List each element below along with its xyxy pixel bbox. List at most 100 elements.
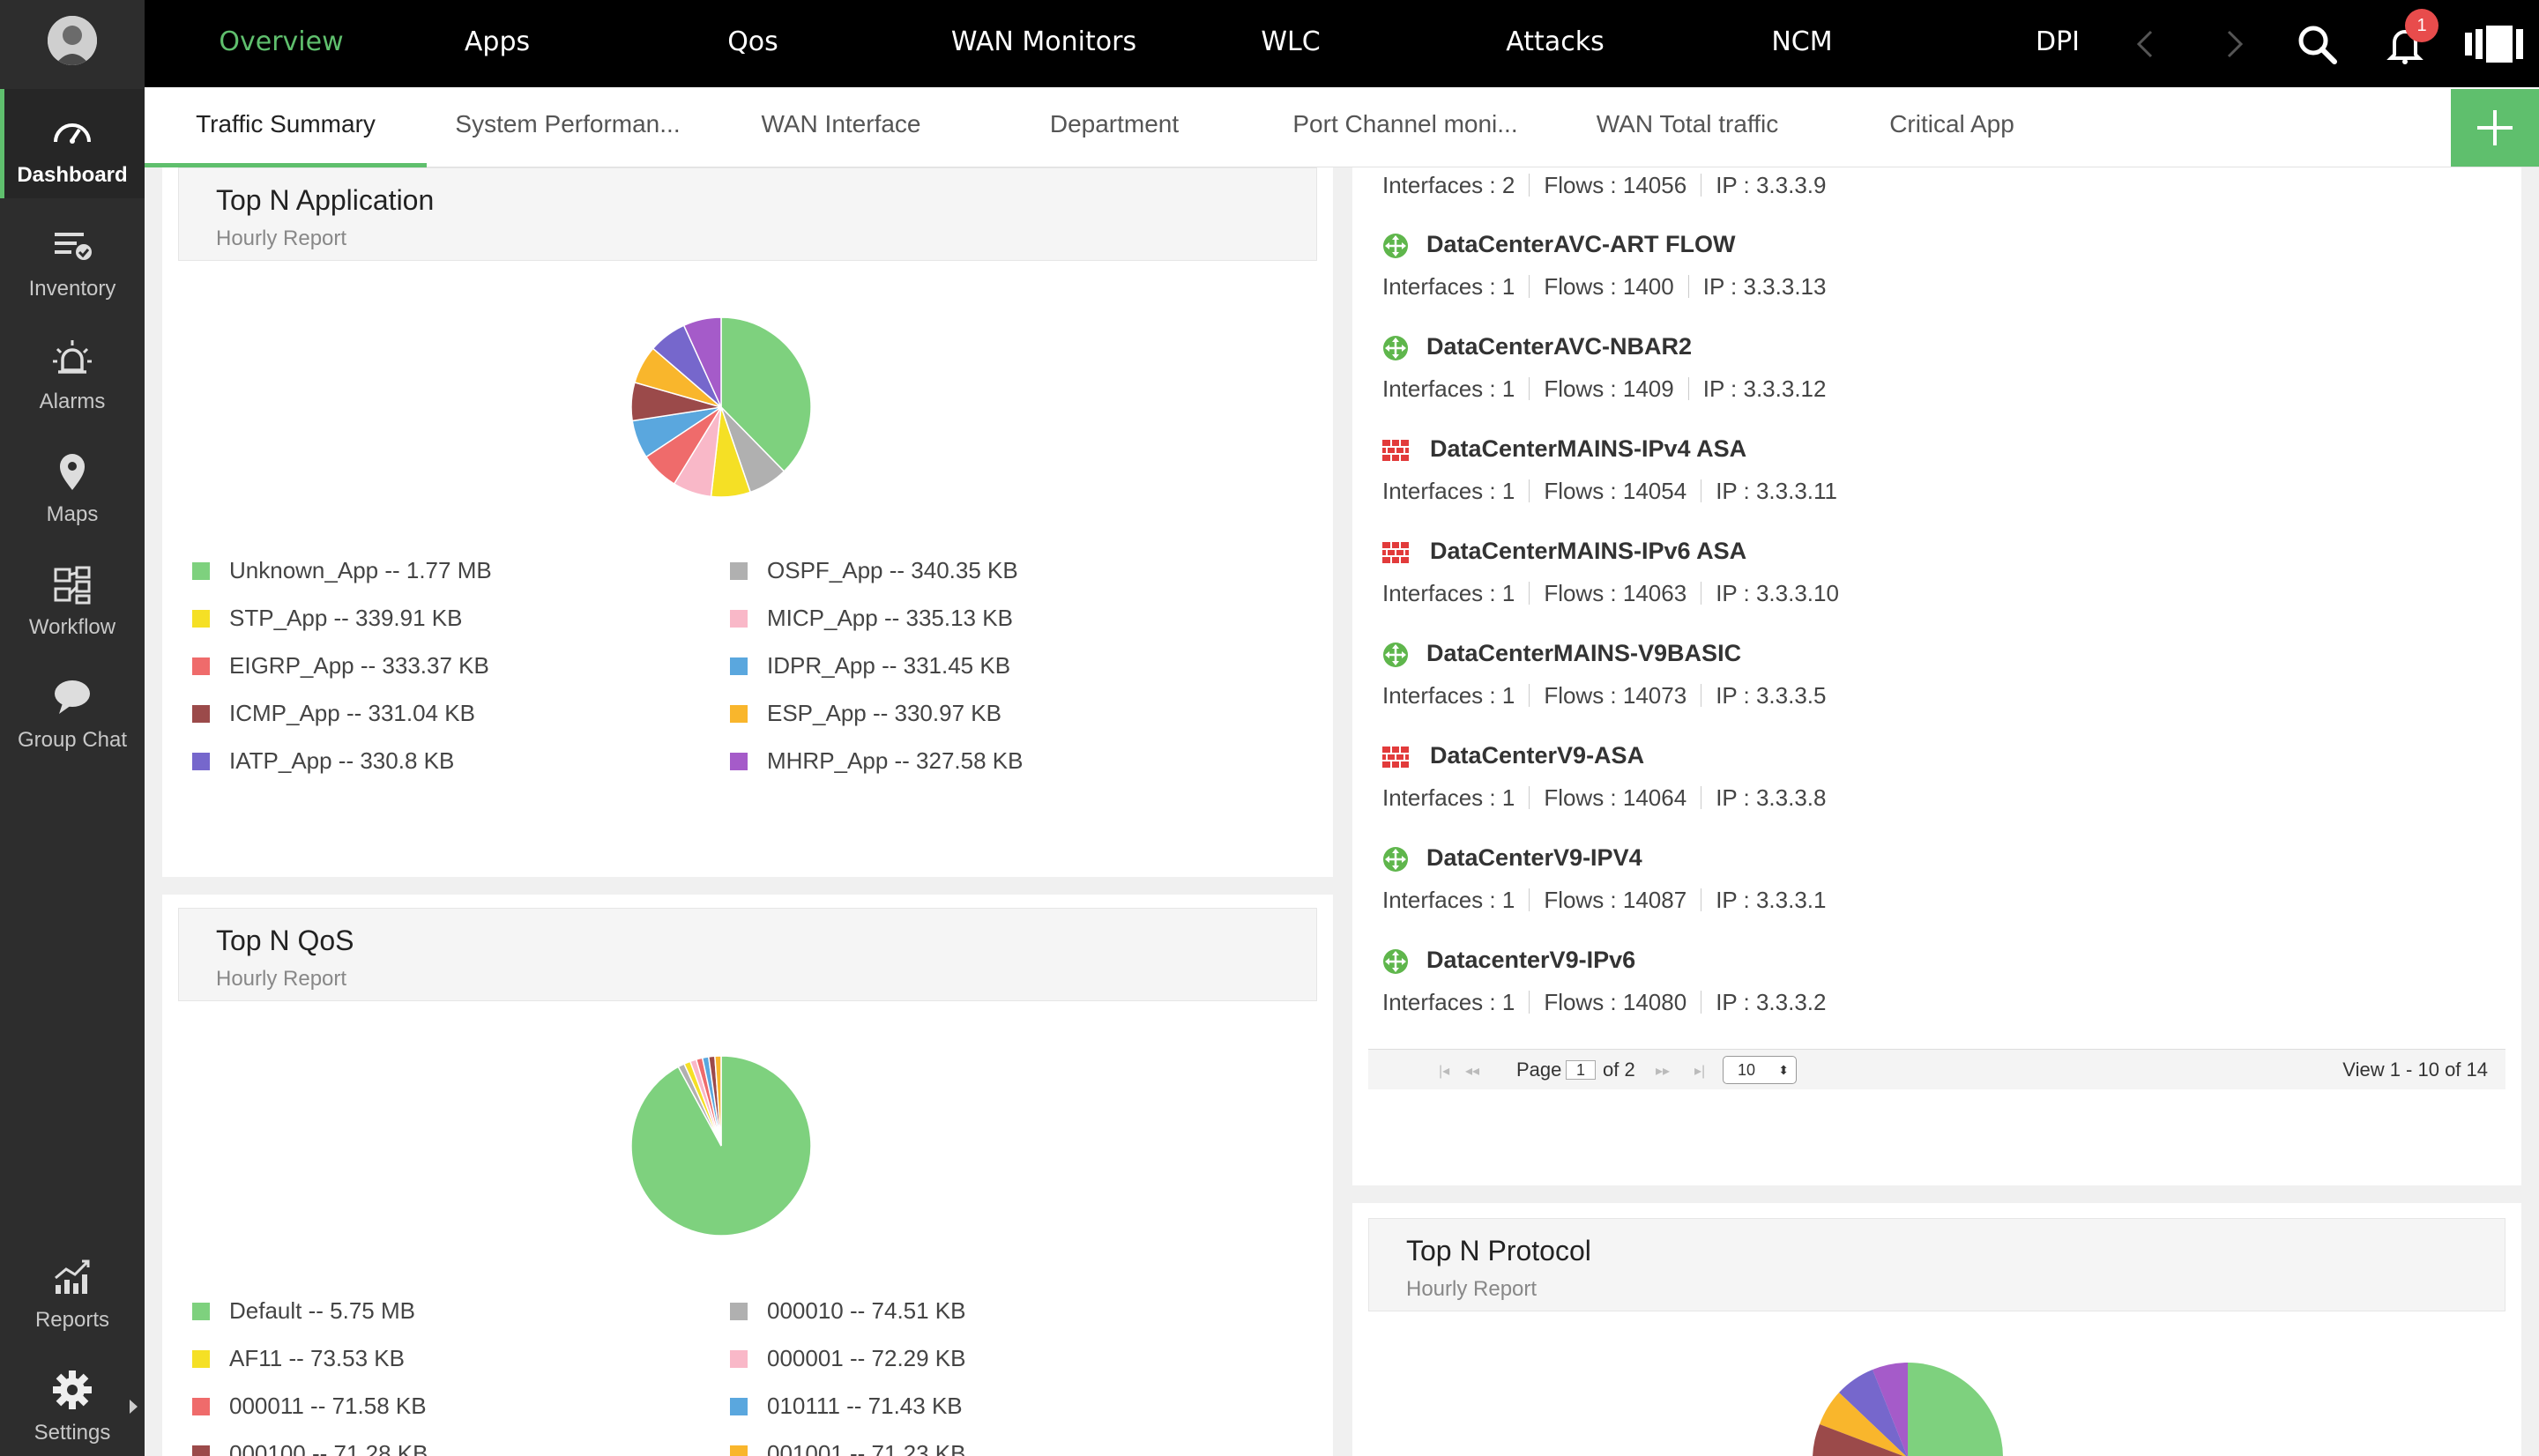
legend-label: ESP_App -- 330.97 KB (767, 700, 1001, 726)
legend-item[interactable]: STP_App -- 339.91 KB (192, 605, 462, 632)
legend-item[interactable]: EIGRP_App -- 333.37 KB (192, 652, 489, 680)
sidebar-item-maps[interactable]: Maps (0, 428, 145, 538)
legend-item[interactable]: 000010 -- 74.51 KB (730, 1297, 966, 1325)
top-nav-overview[interactable]: Overview (219, 26, 344, 57)
legend-swatch (730, 1445, 748, 1456)
device-interfaces: Interfaces : 1 (1382, 887, 1515, 913)
rows-per-page-select[interactable]: 10 ⬍ (1723, 1056, 1797, 1084)
legend-item[interactable]: 000011 -- 71.58 KB (192, 1393, 427, 1420)
add-tab-button[interactable] (2451, 89, 2539, 167)
page-number-input[interactable]: 1 (1566, 1060, 1596, 1080)
device-name-link[interactable]: DataCenterV9-ASA (1430, 742, 1645, 769)
sidebar-item-label: Reports (34, 1308, 110, 1332)
legend-item[interactable]: MHRP_App -- 327.58 KB (730, 747, 1023, 775)
top-nav-wlc[interactable]: WLC (1261, 26, 1321, 57)
tab-critical-app[interactable]: Critical App (1889, 110, 2014, 137)
device-name-link[interactable]: DataCenterAVC-ART FLOW (1426, 231, 1736, 257)
legend-label: AF11 -- 73.53 KB (229, 1345, 405, 1371)
device-interfaces: Interfaces : 1 (1382, 273, 1515, 300)
legend-item[interactable]: IDPR_App -- 331.45 KB (730, 652, 1010, 680)
tab-department[interactable]: Department (1049, 110, 1180, 137)
widget-header: Top N QoS Hourly Report (178, 908, 1317, 1001)
device-name-link[interactable]: DatacenterV9-IPv6 (1426, 947, 1636, 973)
legend-item[interactable]: AF11 -- 73.53 KB (192, 1345, 405, 1372)
legend-item[interactable]: MICP_App -- 335.13 KB (730, 605, 1013, 632)
legend-item[interactable]: 000001 -- 72.29 KB (730, 1345, 966, 1372)
legend-swatch (192, 1303, 210, 1320)
legend-item[interactable]: OSPF_App -- 340.35 KB (730, 557, 1018, 584)
pie-slice-default[interactable] (630, 1055, 812, 1237)
legend-swatch (730, 1303, 748, 1320)
device-meta: Interfaces : 1 Flows : 14064 IP : 3.3.3.8 (1382, 784, 1826, 812)
sidebar-item-label: Dashboard (17, 163, 128, 187)
legend-item[interactable]: 001001 -- 71.23 KB (730, 1440, 966, 1456)
top-nav-qos[interactable]: Qos (727, 26, 778, 57)
prev-page-icon[interactable]: ◂◂ (1465, 1064, 1480, 1079)
sidebar-item-settings[interactable]: Settings (0, 1347, 145, 1456)
device-name-link[interactable]: DataCenterMAINS-IPv4 ASA (1430, 435, 1747, 462)
legend-label: Unknown_App -- 1.77 MB (229, 557, 492, 583)
sidebar-item-reports[interactable]: Reports (0, 1234, 145, 1343)
legend-label: MICP_App -- 335.13 KB (767, 605, 1013, 631)
sidebar-item-label: Settings (34, 1421, 111, 1445)
qos-pie-chart[interactable] (624, 1049, 818, 1243)
avatar[interactable] (48, 16, 97, 65)
device-ip: IP : 3.3.3.2 (1716, 989, 1827, 1015)
widget-subtitle: Hourly Report (216, 227, 347, 250)
pie-slice (1873, 1363, 1908, 1456)
sidebar-item-workflow[interactable]: Workflow (0, 541, 145, 650)
legend-item[interactable]: Unknown_App -- 1.77 MB (192, 557, 492, 584)
pie-slice-001001[interactable] (714, 1055, 722, 1147)
inventory-icon (55, 233, 92, 260)
legend-item[interactable]: ICMP_App -- 331.04 KB (192, 700, 475, 727)
top-nav-dpi[interactable]: DPI (2035, 26, 2081, 57)
device-name-link[interactable]: DataCenterMAINS-IPv6 ASA (1430, 538, 1747, 564)
legend-item[interactable]: 010111 -- 71.43 KB (730, 1393, 963, 1420)
top-nav-ncm[interactable]: NCM (1771, 26, 1833, 57)
device-interfaces: Interfaces : 1 (1382, 784, 1515, 811)
legend-item[interactable]: 000100 -- 71.28 KB (192, 1440, 428, 1456)
tab-wan-interface[interactable]: WAN Interface (761, 110, 921, 137)
pie-slice-mhrp-app[interactable] (682, 316, 722, 408)
first-page-icon[interactable]: |◂ (1439, 1064, 1450, 1079)
firewall-icon (1382, 440, 1409, 461)
expand-caret-icon[interactable] (130, 1400, 138, 1414)
tab-traffic-summary[interactable]: Traffic Summary (145, 87, 427, 167)
device-interfaces: Interfaces : 2 (1382, 172, 1515, 198)
sidebar-item-dashboard[interactable]: Dashboard (0, 89, 145, 198)
tab-system-performance[interactable]: System Performan... (455, 110, 681, 137)
top-nav-wan-monitors[interactable]: WAN Monitors (950, 26, 1137, 57)
pie-slice-unknown-app[interactable] (720, 316, 812, 472)
device-flows: Flows : 14087 (1544, 887, 1687, 913)
device-name-link[interactable]: DataCenterV9-IPV4 (1426, 844, 1642, 871)
notification-badge[interactable]: 1 (2405, 9, 2438, 42)
next-page-icon[interactable]: ▸▸ (1656, 1064, 1671, 1079)
device-ip: IP : 3.3.3.11 (1716, 478, 1837, 504)
device-meta: Interfaces : 1 Flows : 14073 IP : 3.3.3.5 (1382, 682, 1826, 709)
router-icon (1383, 949, 1408, 974)
sidebar-item-group-chat[interactable]: Group Chat (0, 654, 145, 763)
tab-port-channel[interactable]: Port Channel moni... (1292, 110, 1518, 137)
chevron-left-icon[interactable] (2128, 26, 2163, 62)
legend-item[interactable]: ESP_App -- 330.97 KB (730, 700, 1001, 727)
firewall-icon (1382, 542, 1409, 563)
legend-label: IATP_App -- 330.8 KB (229, 747, 455, 774)
application-pie-chart[interactable] (624, 310, 818, 504)
app-switcher-icon[interactable] (2465, 26, 2523, 63)
last-page-icon[interactable]: ▸| (1694, 1064, 1706, 1079)
legend-item[interactable]: IATP_App -- 330.8 KB (192, 747, 454, 775)
protocol-pie-chart[interactable] (1811, 1361, 2005, 1456)
device-ip: IP : 3.3.3.8 (1716, 784, 1827, 811)
chevron-right-icon[interactable] (2216, 26, 2252, 62)
sidebar-item-inventory[interactable]: Inventory (0, 203, 145, 312)
sidebar-item-alarms[interactable]: Alarms (0, 316, 145, 425)
legend-item[interactable]: Default -- 5.75 MB (192, 1297, 415, 1325)
tab-wan-total-traffic[interactable]: WAN Total traffic (1596, 110, 1779, 137)
firewall-icon (1382, 747, 1409, 768)
search-icon[interactable] (2296, 23, 2338, 65)
top-nav-apps[interactable]: Apps (464, 26, 531, 57)
dashboard-icon (54, 123, 91, 144)
device-name-link[interactable]: DataCenterAVC-NBAR2 (1426, 333, 1693, 360)
top-nav-attacks[interactable]: Attacks (1506, 26, 1605, 57)
device-name-link[interactable]: DataCenterMAINS-V9BASIC (1426, 640, 1742, 666)
